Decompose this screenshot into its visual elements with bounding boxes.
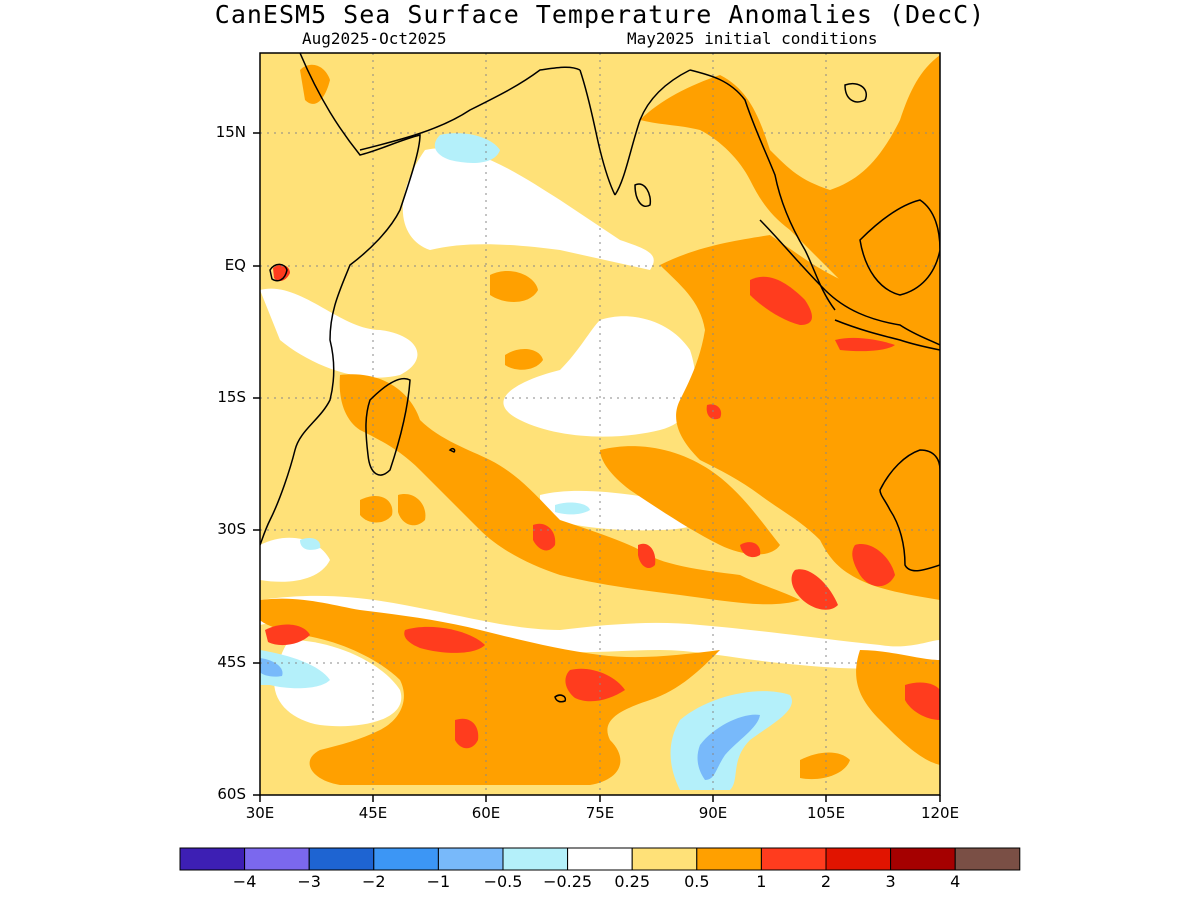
coastlines: [260, 53, 940, 703]
colorbar-swatch: [954, 847, 1021, 871]
cool-anomaly-patch: [300, 537, 321, 550]
hot-anomaly-patch: [750, 276, 812, 325]
warm-anomaly-patch: [490, 270, 538, 302]
sumatra: [759, 219, 940, 346]
colorbar-swatch: [825, 847, 892, 871]
graticule: [260, 53, 940, 795]
colorbar-label: −0.25: [543, 872, 593, 891]
warm-anomaly-region: [660, 235, 940, 600]
hot-anomaly-patch: [533, 523, 556, 551]
colorbar-swatch: [179, 847, 246, 871]
hot-anomaly-patch: [852, 544, 895, 587]
mascarene-island: [448, 448, 456, 453]
hot-anomaly-patch: [905, 682, 940, 720]
india-west-coast: [579, 69, 616, 196]
colorbar-label: −2: [362, 872, 386, 891]
kerguelen-island: [554, 694, 567, 703]
warm-anomaly-patch: [800, 752, 850, 780]
hainan: [844, 83, 867, 103]
y-tick-label: 30S: [217, 520, 246, 538]
x-tick-label: 120E: [920, 804, 960, 822]
x-tick-label: 60E: [471, 804, 501, 822]
hot-anomaly-patch: [706, 404, 722, 420]
warm-anomaly-region: [640, 55, 940, 320]
colorbar-label: 2: [820, 872, 832, 891]
colorbar-swatch: [373, 847, 439, 871]
colorbar-label: −1: [426, 872, 451, 891]
x-tick-label: 45E: [358, 804, 388, 822]
neutral-patch: [503, 316, 696, 437]
initial-conditions: May2025 initial conditions: [627, 29, 878, 48]
warm-anomaly-patch: [360, 495, 393, 523]
colorbar-swatch: [502, 847, 569, 871]
island: [269, 263, 288, 282]
colorbar-label: −4: [232, 872, 257, 891]
hot-anomaly-patch: [404, 626, 485, 653]
colorbar-swatch: [890, 847, 956, 871]
warm-anomaly-patch: [505, 348, 543, 370]
x-tick-label: 75E: [585, 804, 615, 822]
colorbar-swatch: [696, 847, 762, 871]
colorbar-swatch: [437, 847, 504, 871]
hot-anomaly-patch: [835, 337, 895, 352]
neutral-patch: [260, 288, 418, 378]
x-tick-label: 90E: [698, 804, 728, 822]
warm-anomaly-band: [600, 446, 780, 555]
colorbar-label: 1: [756, 872, 767, 891]
y-tick-label: 60S: [217, 785, 246, 803]
y-tick-label: 15S: [217, 388, 246, 406]
hot-anomaly-patch: [565, 668, 625, 702]
warm-anomaly-south: [856, 650, 940, 765]
colorbar-label: 4: [950, 872, 961, 891]
cool-anomaly-core: [260, 658, 283, 677]
anomaly-fields: [260, 53, 940, 795]
africa-coast: [260, 53, 421, 546]
java: [834, 319, 940, 351]
colorbar-label: 3: [885, 872, 896, 891]
forecast-period: Aug2025-Oct2025: [302, 29, 447, 48]
x-tick-label: 105E: [806, 804, 846, 822]
colorbar-swatch: [631, 847, 698, 871]
colorbar-label: 0.5: [684, 872, 710, 891]
colorbar-swatch: [244, 847, 310, 871]
cool-anomaly-patch: [434, 133, 500, 163]
colorbar-label: −0.5: [483, 872, 523, 891]
colorbar-label: −3: [297, 872, 321, 891]
tick-marks: [253, 132, 941, 802]
y-tick-label: 45S: [217, 653, 246, 671]
warm-anomaly-patch: [398, 494, 426, 526]
neutral-patch: [402, 148, 654, 270]
australia-west-coast: [879, 449, 940, 572]
hot-anomaly-patch: [273, 264, 290, 281]
cool-anomaly-patch: [260, 650, 330, 689]
x-tick-label: 30E: [245, 804, 275, 822]
colorbar-label: 0.25: [614, 872, 650, 891]
colorbar-swatch: [308, 847, 375, 871]
warm-anomaly-band: [339, 374, 800, 605]
colorbar-swatch: [567, 847, 633, 871]
cool-anomaly-patch: [555, 502, 590, 515]
indochina-coast: [689, 69, 836, 311]
colorbar-swatch: [760, 847, 827, 871]
neutral-band: [260, 595, 940, 669]
y-tick-label: 15N: [215, 123, 246, 141]
hot-anomaly-patch: [740, 542, 761, 558]
y-tick-label: EQ: [224, 256, 246, 274]
hot-anomaly-patch: [638, 543, 656, 569]
arabia-coast: [359, 66, 581, 151]
madagascar: [365, 378, 411, 476]
cool-anomaly-core: [697, 714, 760, 780]
sri-lanka: [634, 183, 652, 207]
map-title: CanESM5 Sea Surface Temperature Anomalie…: [214, 0, 986, 29]
hot-anomaly-patch: [455, 718, 479, 749]
warm-anomaly-south: [260, 598, 720, 785]
india-east-coast: [614, 69, 691, 196]
hot-anomaly-patch: [265, 624, 310, 646]
neutral-patch: [274, 640, 402, 727]
